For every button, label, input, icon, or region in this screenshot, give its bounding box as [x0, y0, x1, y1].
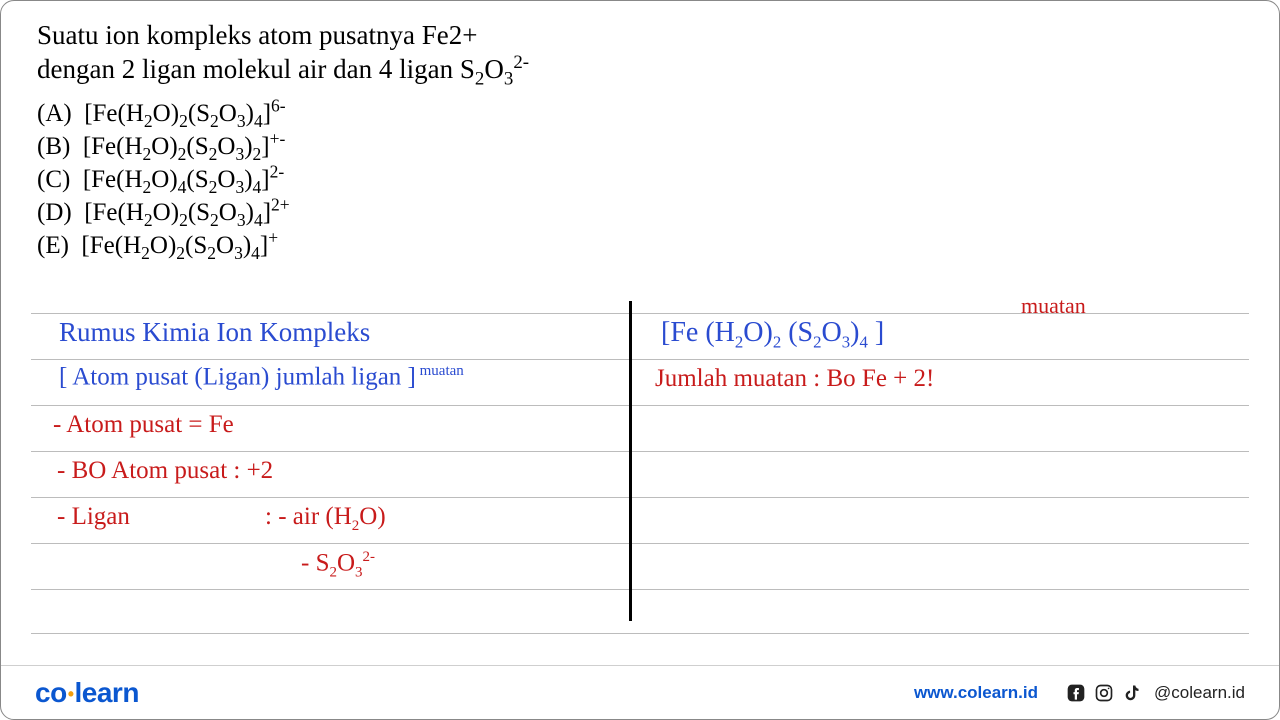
tiktok-icon: [1122, 683, 1142, 703]
handwritten-note: - Atom pusat = Fe: [53, 411, 234, 439]
page: Suatu ion kompleks atom pusatnya Fe2+ de…: [0, 0, 1280, 720]
handwritten-note: [Fe (H2O)2 (S2O3)4 ]: [661, 317, 884, 353]
option-e: (E) [Fe(H2O)2(S2O3)4]+: [37, 229, 1243, 262]
ruled-line: [31, 589, 1249, 590]
handwritten-note: - BO Atom pusat : +2: [57, 457, 273, 485]
ruled-line: [31, 359, 1249, 360]
question-line-1: Suatu ion kompleks atom pusatnya Fe2+: [37, 20, 477, 50]
handwritten-note: muatan: [1021, 293, 1086, 319]
brand-dot-icon: •: [67, 684, 75, 704]
option-d: (D) [Fe(H2O)2(S2O3)4]2+: [37, 196, 1243, 229]
ruled-line: [31, 543, 1249, 544]
options-list: (A) [Fe(H2O)2(S2O3)4]6- (B) [Fe(H2O)2(S2…: [37, 97, 1243, 262]
handwritten-note: : - air (H2O): [265, 503, 386, 535]
footer: co•learn www.colearn.id @colearn.id: [1, 665, 1279, 719]
ruled-line: [31, 633, 1249, 634]
handwritten-note: Jumlah muatan : Bo Fe + 2!: [655, 365, 934, 393]
social-icons: @colearn.id: [1066, 683, 1245, 703]
facebook-icon: [1066, 683, 1086, 703]
option-a: (A) [Fe(H2O)2(S2O3)4]6-: [37, 97, 1243, 130]
ruled-line: [31, 497, 1249, 498]
ruled-line: [31, 451, 1249, 452]
instagram-icon: [1094, 683, 1114, 703]
brand-co: co: [35, 677, 67, 708]
handwritten-note: [ Atom pusat (Ligan) jumlah ligan ] muat…: [59, 363, 464, 391]
social-handle: @colearn.id: [1154, 683, 1245, 703]
option-b: (B) [Fe(H2O)2(S2O3)2]+-: [37, 130, 1243, 163]
option-c: (C) [Fe(H2O)4(S2O3)4]2-: [37, 163, 1243, 196]
handwritten-note: Rumus Kimia Ion Kompleks: [59, 317, 370, 348]
handwritten-note: - Ligan: [57, 503, 130, 531]
brand-logo: co•learn: [35, 677, 139, 709]
question-line-2: dengan 2 ligan molekul air dan 4 ligan S…: [37, 54, 529, 84]
ruled-line: [31, 405, 1249, 406]
site-url: www.colearn.id: [914, 683, 1038, 703]
vertical-divider: [629, 301, 632, 621]
question-text: Suatu ion kompleks atom pusatnya Fe2+ de…: [37, 19, 1243, 87]
brand-learn: learn: [75, 677, 139, 708]
handwritten-note: - S2O32-: [301, 549, 375, 581]
